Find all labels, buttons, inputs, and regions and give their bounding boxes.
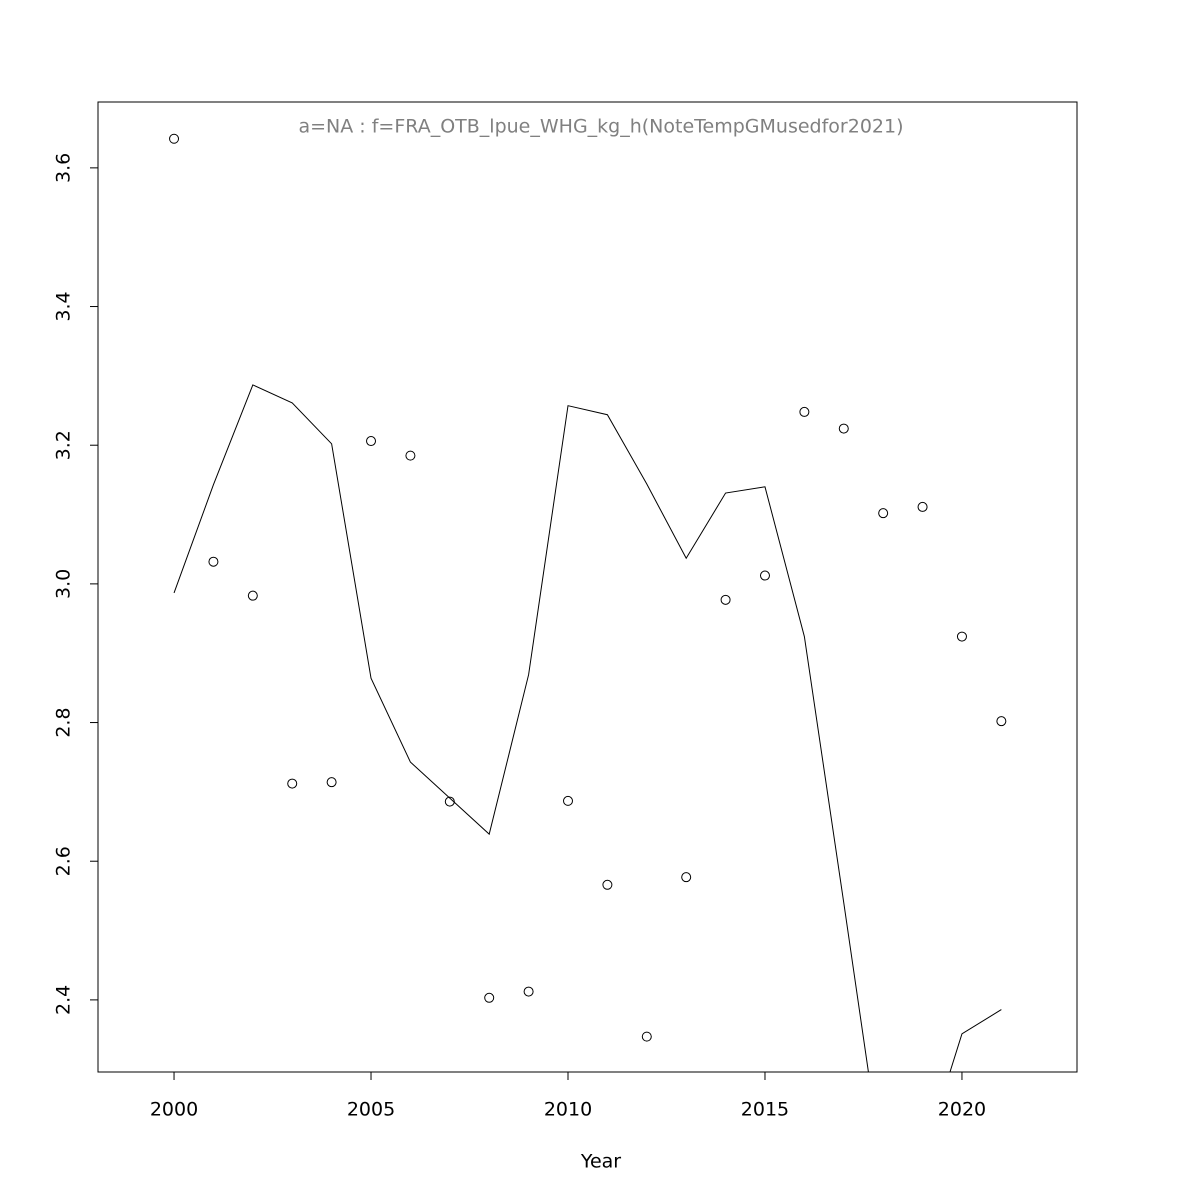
data-point [759, 570, 770, 581]
data-point [169, 133, 180, 144]
data-point [996, 716, 1007, 727]
data-point [956, 631, 967, 642]
y-tick-label: 2.6 [53, 846, 75, 876]
data-point [799, 406, 810, 417]
x-tick-label: 2000 [150, 1099, 198, 1121]
data-point [405, 450, 416, 461]
data-point [208, 556, 219, 567]
y-tick-label: 2.4 [53, 985, 75, 1015]
data-point [878, 508, 889, 519]
x-tick-label: 2015 [741, 1099, 789, 1121]
y-tick-label: 3.2 [53, 430, 75, 460]
data-point [247, 590, 258, 601]
data-point [523, 986, 534, 997]
chart-title: a=NA : f=FRA_OTB_lpue_WHG_kg_h(NoteTempG… [298, 116, 903, 138]
y-tick-label: 3.4 [53, 291, 75, 321]
plot-area [169, 133, 1007, 1072]
y-tick-label: 3.6 [53, 153, 75, 183]
data-point [366, 436, 377, 447]
data-line [173, 384, 1002, 1072]
data-point [720, 594, 731, 605]
data-point [287, 778, 298, 789]
data-point [602, 879, 613, 890]
plot-frame [97, 101, 1078, 1073]
data-point [681, 872, 692, 883]
data-point [641, 1031, 652, 1042]
data-point [326, 777, 337, 788]
y-tick-label: 2.8 [53, 707, 75, 737]
data-point [838, 423, 849, 434]
x-tick-label: 2020 [938, 1099, 986, 1121]
x-tick-label: 2005 [347, 1099, 395, 1121]
x-axis-label: Year [580, 1151, 621, 1173]
y-tick-label: 3.0 [53, 569, 75, 599]
x-tick-label: 2010 [544, 1099, 592, 1121]
data-point [484, 992, 495, 1003]
data-point [917, 501, 928, 512]
data-point [562, 795, 573, 806]
